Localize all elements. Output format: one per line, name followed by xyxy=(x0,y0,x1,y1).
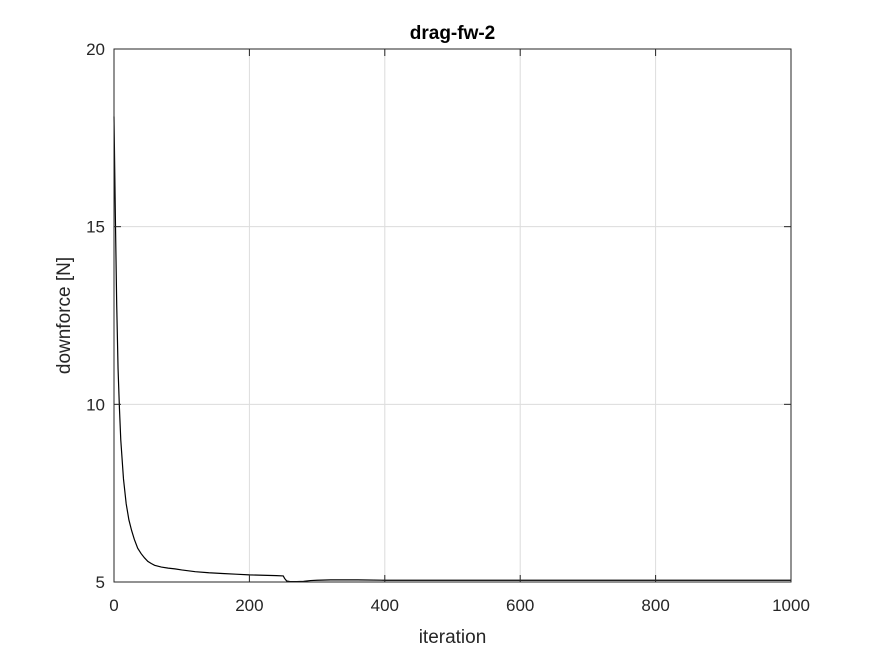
plot-area xyxy=(113,48,792,583)
y-tick-label: 10 xyxy=(86,395,105,414)
plot-frame xyxy=(113,48,792,583)
x-tick-label: 400 xyxy=(371,596,399,615)
y-tick-label: 5 xyxy=(96,573,105,592)
x-tick-label: 600 xyxy=(506,596,534,615)
chart-title: drag-fw-2 xyxy=(410,23,496,44)
x-tick-label: 800 xyxy=(641,596,669,615)
x-ticks: 0 200 400 600 800 1000 xyxy=(109,49,810,615)
y-ticks: 5 10 15 20 xyxy=(86,40,791,592)
x-tick-label: 1000 xyxy=(772,596,810,615)
x-tick-label: 200 xyxy=(235,596,263,615)
series-layer xyxy=(113,116,791,583)
x-axis-label: iteration xyxy=(419,627,487,648)
x-tick-label: 0 xyxy=(109,596,118,615)
series-line xyxy=(113,116,791,583)
y-tick-label: 15 xyxy=(86,218,105,237)
y-tick-label: 20 xyxy=(86,40,105,59)
y-axis-label: downforce [N] xyxy=(54,257,75,374)
